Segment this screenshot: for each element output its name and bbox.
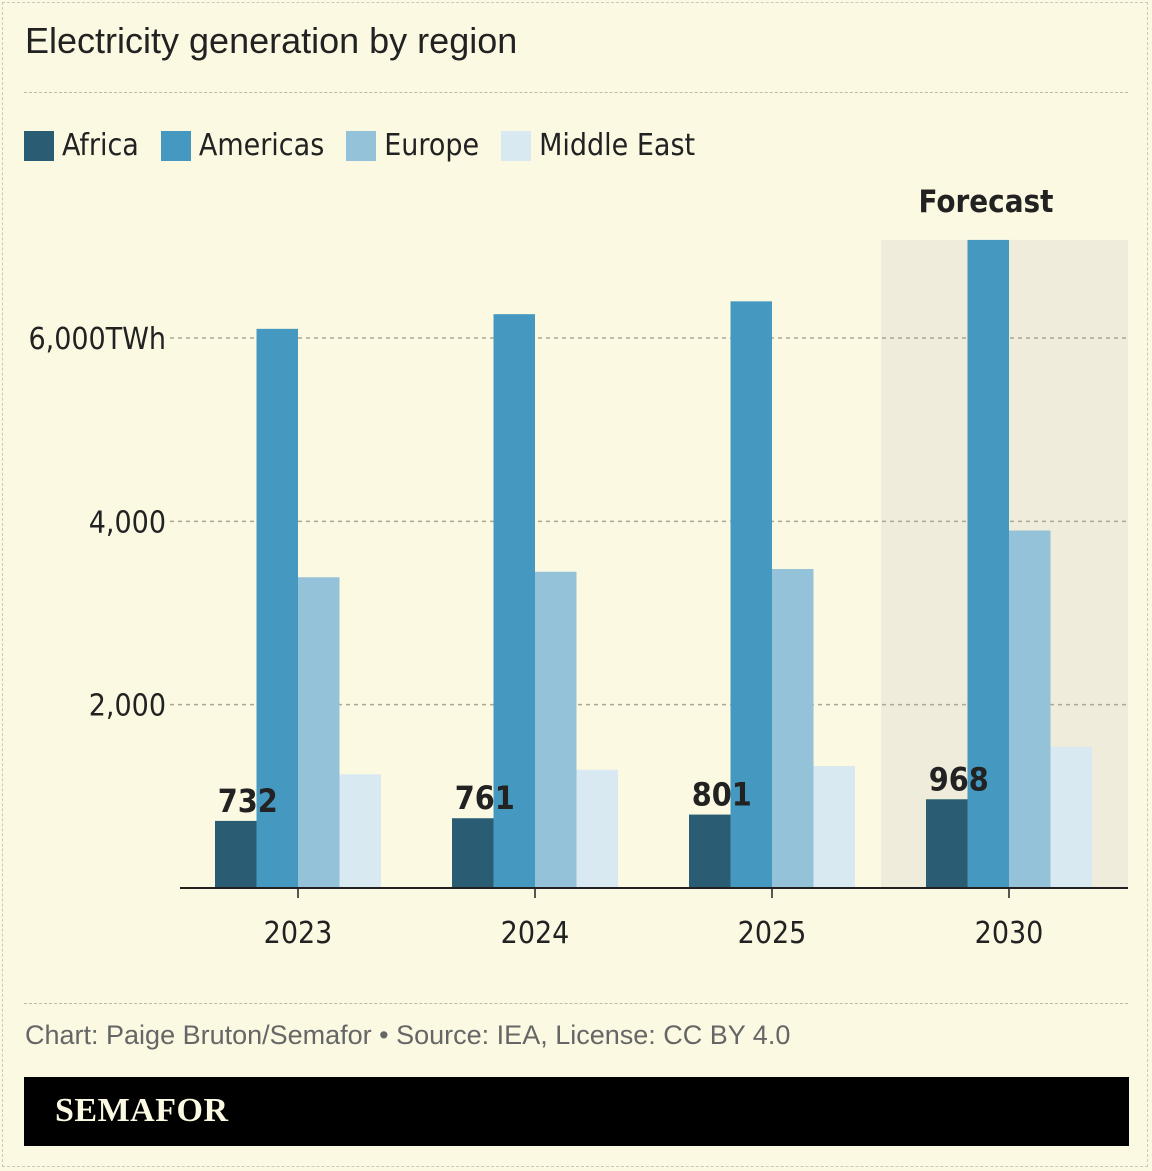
x-tick-label: 2030: [975, 916, 1044, 951]
legend-item-americas: Americas: [160, 128, 325, 163]
legend-item-middle-east: Middle East: [501, 128, 695, 163]
legend-label: Africa: [62, 128, 139, 163]
legend-label: Americas: [198, 128, 325, 163]
y-tick-label: 6,000TWh: [28, 322, 166, 357]
chart-title: Electricity generation by region: [25, 20, 518, 61]
data-label: 732: [218, 782, 278, 820]
forecast-label: Forecast: [919, 184, 1054, 220]
data-label: 968: [929, 760, 989, 798]
y-tick-label: 4,000: [89, 505, 166, 540]
credit-line: Chart: Paige Bruton/Semafor • Source: IE…: [25, 1020, 791, 1050]
bar-africa: [689, 814, 731, 888]
bar-americas: [493, 314, 535, 889]
legend-swatch: [346, 130, 377, 161]
legend-label: Europe: [384, 128, 480, 163]
semafor-logo: SEMAFOR: [55, 1092, 229, 1129]
legend-swatch: [501, 130, 532, 161]
legend: Africa Americas Europe Middle East: [24, 128, 695, 163]
data-label: 761: [455, 779, 515, 817]
data-label: 801: [692, 776, 752, 814]
bar-americas: [256, 328, 298, 888]
bar-americas: [730, 301, 772, 888]
x-tick-label: 2024: [501, 916, 570, 951]
brand-bar: SEMAFOR: [24, 1077, 1129, 1146]
bar-middle-east: [576, 769, 618, 888]
bar-europe: [1009, 530, 1051, 888]
bar-middle-east: [1050, 746, 1092, 888]
bottom-divider: [24, 1003, 1128, 1004]
bar-africa: [452, 818, 494, 888]
legend-label: Middle East: [539, 128, 696, 163]
bar-europe: [298, 577, 340, 888]
y-tick-label: 2,000: [89, 689, 166, 724]
bar-americas: [967, 239, 1009, 888]
x-tick-label: 2025: [738, 916, 807, 951]
legend-swatch: [160, 130, 191, 161]
x-tick-label: 2023: [264, 916, 333, 951]
legend-item-africa: Africa: [24, 128, 139, 163]
bar-middle-east: [339, 774, 381, 888]
legend-item-europe: Europe: [346, 128, 479, 163]
bar-europe: [772, 569, 814, 888]
bar-africa: [215, 820, 257, 888]
top-divider: [24, 92, 1128, 93]
legend-swatch: [24, 130, 54, 161]
bar-europe: [535, 571, 577, 888]
bar-africa: [926, 799, 968, 888]
bar-middle-east: [813, 766, 855, 888]
